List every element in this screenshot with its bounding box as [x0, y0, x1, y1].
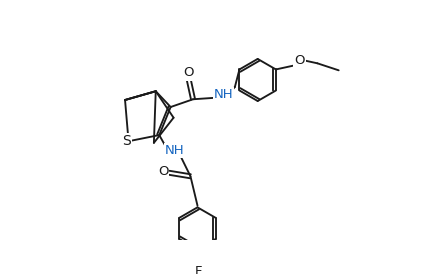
Text: O: O [184, 67, 194, 79]
Text: NH: NH [165, 144, 184, 157]
Text: F: F [195, 265, 202, 274]
Text: S: S [122, 134, 131, 148]
Text: NH: NH [214, 89, 233, 101]
Text: O: O [158, 165, 168, 178]
Text: O: O [294, 54, 305, 67]
